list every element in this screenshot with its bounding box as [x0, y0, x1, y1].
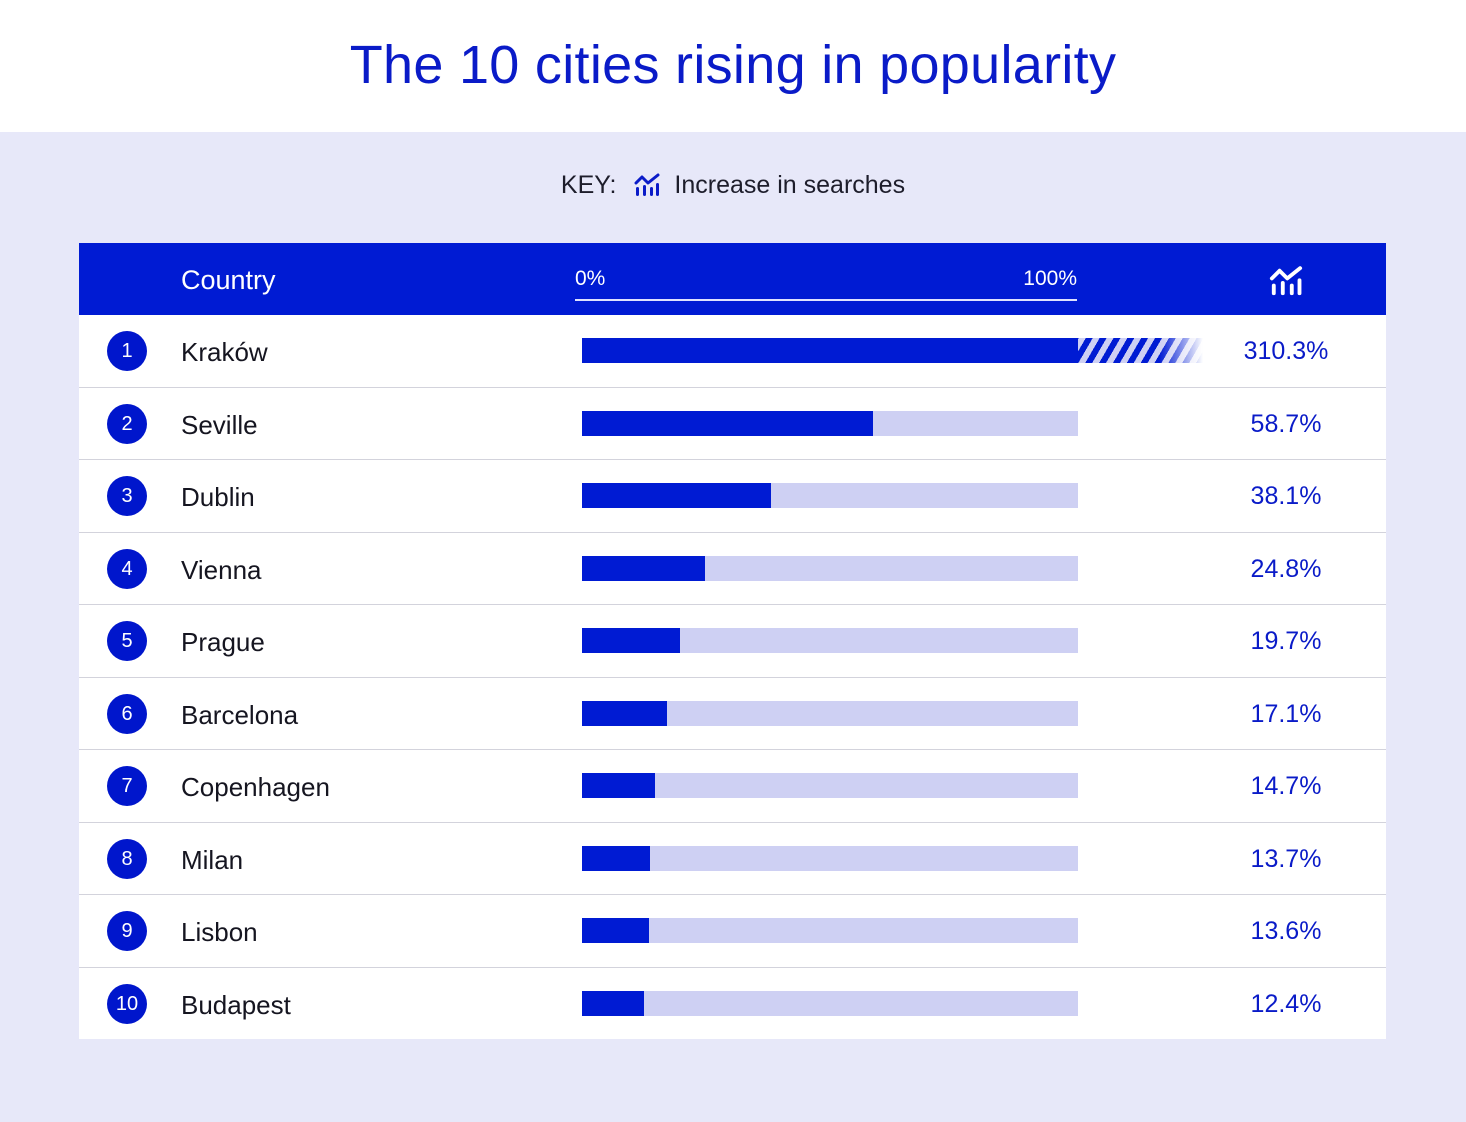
table-body: 1 Kraków 310.3% 2 Seville 58.7% 3 Dublin 38.1% 4 V…	[79, 315, 1386, 1039]
bar-track	[582, 628, 1078, 653]
value-label: 17.1%	[1250, 699, 1322, 728]
bar-overflow	[1078, 338, 1203, 363]
rank-badge: 9	[107, 911, 147, 951]
ranking-table: Country 0% 100% 1 Kraków 310.3% 2 Seville 58.…	[79, 243, 1386, 1039]
value-label: 24.8%	[1250, 554, 1322, 583]
city-label: Prague	[181, 627, 265, 657]
table-row: 8 Milan 13.7%	[79, 823, 1386, 895]
table-row: 6 Barcelona 17.1%	[79, 678, 1386, 750]
bar-track	[582, 555, 1078, 581]
city-label: Milan	[181, 844, 244, 875]
city-label: Vienna	[181, 554, 262, 585]
rank-badge: 6	[107, 693, 147, 734]
rank-badge: 8	[107, 838, 147, 879]
value-label: 13.6%	[1250, 917, 1322, 945]
bar-track	[582, 918, 1078, 943]
table-row: 7 Copenhagen 14.7%	[79, 750, 1386, 823]
scale-max-label: 100%	[1023, 267, 1077, 290]
rank-badge: 7	[107, 766, 147, 806]
city-label: Dublin	[181, 482, 255, 512]
increase-chart-icon	[1268, 265, 1304, 302]
table-header: Country 0% 100%	[79, 243, 1386, 315]
chart-title: The 10 cities rising in popularity	[349, 35, 1117, 95]
value-label: 13.7%	[1250, 844, 1322, 873]
bar-track	[582, 700, 1078, 726]
rank-badge: 2	[107, 403, 147, 444]
scale-min-label: 0%	[575, 267, 606, 290]
title-banner: The 10 cities rising in popularity	[0, 0, 1466, 132]
value-label: 310.3%	[1243, 337, 1329, 365]
city-label: Seville	[181, 409, 258, 440]
header-scale: 0% 100%	[575, 267, 1077, 301]
bar-track	[582, 845, 1078, 871]
value-label: 12.4%	[1250, 989, 1322, 1018]
bar-track	[582, 338, 1203, 363]
bar	[582, 990, 644, 1016]
value-label: 14.7%	[1250, 772, 1322, 800]
city-label: Copenhagen	[181, 772, 330, 802]
bar-track	[582, 410, 1078, 436]
bar	[582, 483, 771, 508]
header-country: Country	[181, 265, 276, 295]
bar-track	[582, 773, 1078, 798]
table-row: 4 Vienna 24.8%	[79, 533, 1386, 605]
table-row: 3 Dublin 38.1%	[79, 460, 1386, 533]
bar	[582, 410, 874, 436]
table-row: 10 Budapest 12.4%	[79, 968, 1386, 1040]
bar	[582, 338, 1078, 363]
table-row: 2 Seville 58.7%	[79, 388, 1386, 460]
key-text: Increase in searches	[674, 171, 906, 199]
value-label: 19.7%	[1250, 627, 1322, 655]
bar	[582, 628, 680, 653]
legend-key: KEY: Increase in searches	[0, 171, 1466, 200]
city-label: Lisbon	[181, 917, 258, 947]
city-label: Kraków	[181, 337, 268, 367]
city-label: Budapest	[181, 989, 291, 1020]
key-label: KEY:	[560, 171, 617, 199]
rank-badge: 5	[107, 621, 147, 661]
bar	[582, 845, 650, 871]
rank-badge: 4	[107, 548, 147, 589]
bar	[582, 555, 705, 581]
table-row: 9 Lisbon 13.6%	[79, 895, 1386, 968]
value-label: 38.1%	[1250, 482, 1322, 510]
city-label: Barcelona	[181, 699, 299, 730]
value-label: 58.7%	[1250, 409, 1322, 438]
bar	[582, 700, 667, 726]
bar-track	[582, 990, 1078, 1016]
table-row: 1 Kraków 310.3%	[79, 315, 1386, 388]
increase-chart-icon	[634, 173, 660, 196]
bar-track	[582, 483, 1078, 508]
rank-badge: 3	[107, 476, 147, 516]
rank-badge: 1	[107, 331, 147, 371]
bar	[582, 773, 655, 798]
bar	[582, 918, 650, 943]
rank-badge: 10	[107, 983, 147, 1024]
table-row: 5 Prague 19.7%	[79, 605, 1386, 678]
